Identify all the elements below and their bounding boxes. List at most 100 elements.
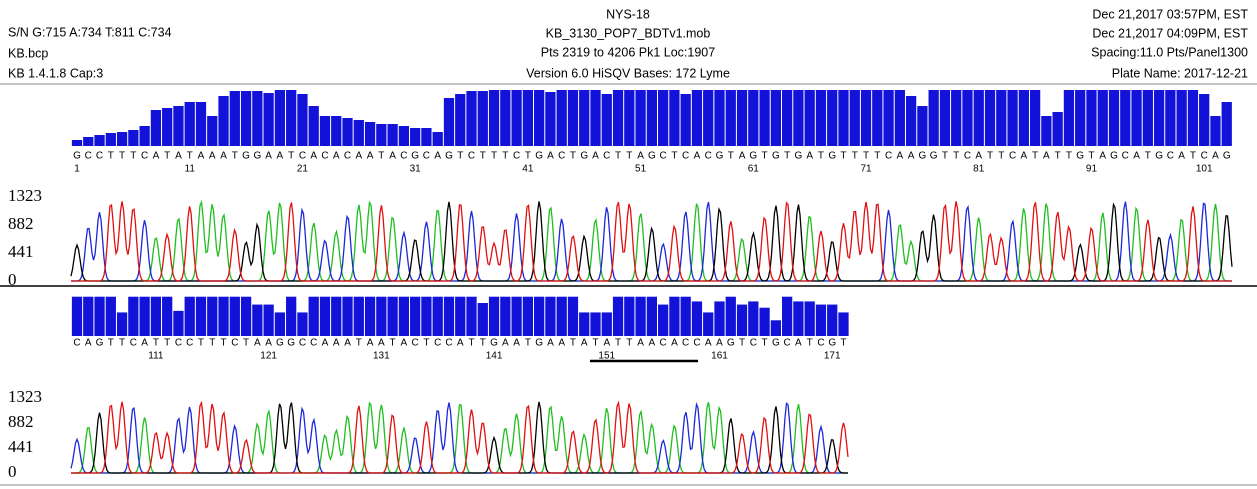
- base-call: C: [885, 151, 892, 162]
- base-call: C: [423, 151, 430, 162]
- base-call: A: [908, 151, 915, 162]
- quality-bar: [218, 296, 229, 336]
- quality-bar: [162, 296, 173, 336]
- base-call: T: [423, 338, 429, 349]
- base-call: T: [232, 151, 238, 162]
- base-call: G: [828, 338, 836, 349]
- quality-bar: [1142, 90, 1153, 146]
- y-tick-label: 882: [8, 412, 34, 431]
- quality-bar: [207, 116, 218, 146]
- quality-bar: [195, 102, 207, 146]
- quality-bar: [534, 90, 545, 146]
- base-call: T: [108, 338, 114, 349]
- quality-bar: [1086, 90, 1097, 146]
- quality-bar: [612, 296, 624, 336]
- quality-bar: [793, 90, 804, 146]
- position-label: 101: [1196, 164, 1213, 175]
- base-call: G: [96, 338, 104, 349]
- base-call: G: [795, 151, 803, 162]
- base-call: A: [671, 338, 678, 349]
- quality-bar: [928, 90, 939, 146]
- base-call: C: [603, 151, 610, 162]
- base-call: G: [445, 151, 453, 162]
- quality-bar: [488, 296, 500, 336]
- y-tick-label: 0: [8, 270, 17, 289]
- quality-bar: [286, 296, 297, 336]
- quality-bar: [1007, 90, 1018, 146]
- base-call: T: [570, 151, 576, 162]
- quality-bar: [477, 91, 488, 146]
- quality-bar: [624, 296, 635, 336]
- base-call: T: [1055, 151, 1061, 162]
- base-call: T: [728, 151, 734, 162]
- quality-bar: [658, 90, 669, 146]
- base-call: A: [897, 151, 904, 162]
- quality-bar: [669, 296, 680, 336]
- position-label: 111: [148, 351, 164, 362]
- quality-bar: [567, 296, 579, 336]
- trace-C: [70, 401, 848, 474]
- base-call: C: [186, 338, 193, 349]
- base-call: T: [592, 338, 598, 349]
- quality-bar: [849, 90, 860, 146]
- quality-bar: [973, 90, 984, 146]
- base-call: A: [1133, 151, 1140, 162]
- base-call: A: [209, 151, 216, 162]
- quality-bar: [297, 94, 308, 146]
- header-right: Dec 21,2017 03:57PM, EST: [1092, 7, 1248, 21]
- header-center: NYS-18: [606, 7, 650, 21]
- quality-bar: [1063, 90, 1075, 146]
- base-call: T: [626, 338, 632, 349]
- quality-bar: [410, 128, 421, 146]
- quality-bar: [579, 90, 590, 146]
- position-label: 171: [824, 351, 841, 362]
- base-call: C: [750, 338, 757, 349]
- base-call: A: [389, 151, 396, 162]
- quality-bar: [240, 296, 252, 336]
- quality-bar: [1153, 90, 1165, 146]
- quality-bar: [466, 91, 477, 146]
- base-call: T: [220, 338, 226, 349]
- position-label: 61: [748, 164, 760, 175]
- quality-bar: [736, 90, 748, 146]
- base-call: T: [356, 338, 362, 349]
- base-call: T: [198, 338, 204, 349]
- quality-bar: [1199, 94, 1210, 146]
- quality-bar: [162, 108, 173, 146]
- base-call: C: [1201, 151, 1208, 162]
- position-label: 51: [635, 164, 647, 175]
- header-left: KB 1.4.1.8 Cap:3: [8, 66, 103, 80]
- quality-bar: [1131, 90, 1142, 146]
- base-call: G: [1110, 151, 1118, 162]
- quality-bar: [139, 126, 150, 146]
- base-call: G: [411, 151, 419, 162]
- base-call: C: [1122, 151, 1129, 162]
- base-call: T: [164, 151, 170, 162]
- quality-bar: [173, 310, 184, 336]
- quality-bar: [781, 296, 793, 336]
- quality-bar: [511, 90, 522, 146]
- base-call: A: [716, 338, 723, 349]
- base-call: A: [457, 338, 464, 349]
- base-call: T: [840, 151, 846, 162]
- position-label: 11: [185, 164, 196, 175]
- base-call: T: [942, 151, 948, 162]
- base-call: T: [480, 338, 486, 349]
- position-label: 21: [297, 164, 309, 175]
- base-call: T: [390, 338, 396, 349]
- quality-bar: [240, 91, 252, 146]
- quality-bar: [455, 94, 466, 146]
- header-center: KB_3130_POP7_BDTv1.mob: [546, 26, 711, 40]
- base-call: T: [153, 338, 159, 349]
- quality-bar: [804, 90, 815, 146]
- quality-bar: [500, 296, 511, 336]
- quality-bar: [703, 90, 714, 146]
- quality-bar: [612, 90, 624, 146]
- header-right: Spacing:11.0 Pts/Panel1300: [1091, 45, 1248, 59]
- quality-bar: [770, 90, 781, 146]
- base-call: A: [333, 338, 340, 349]
- quality-bar: [184, 102, 195, 146]
- quality-bar: [545, 296, 556, 336]
- trace-G: [71, 401, 848, 474]
- base-call: A: [220, 151, 227, 162]
